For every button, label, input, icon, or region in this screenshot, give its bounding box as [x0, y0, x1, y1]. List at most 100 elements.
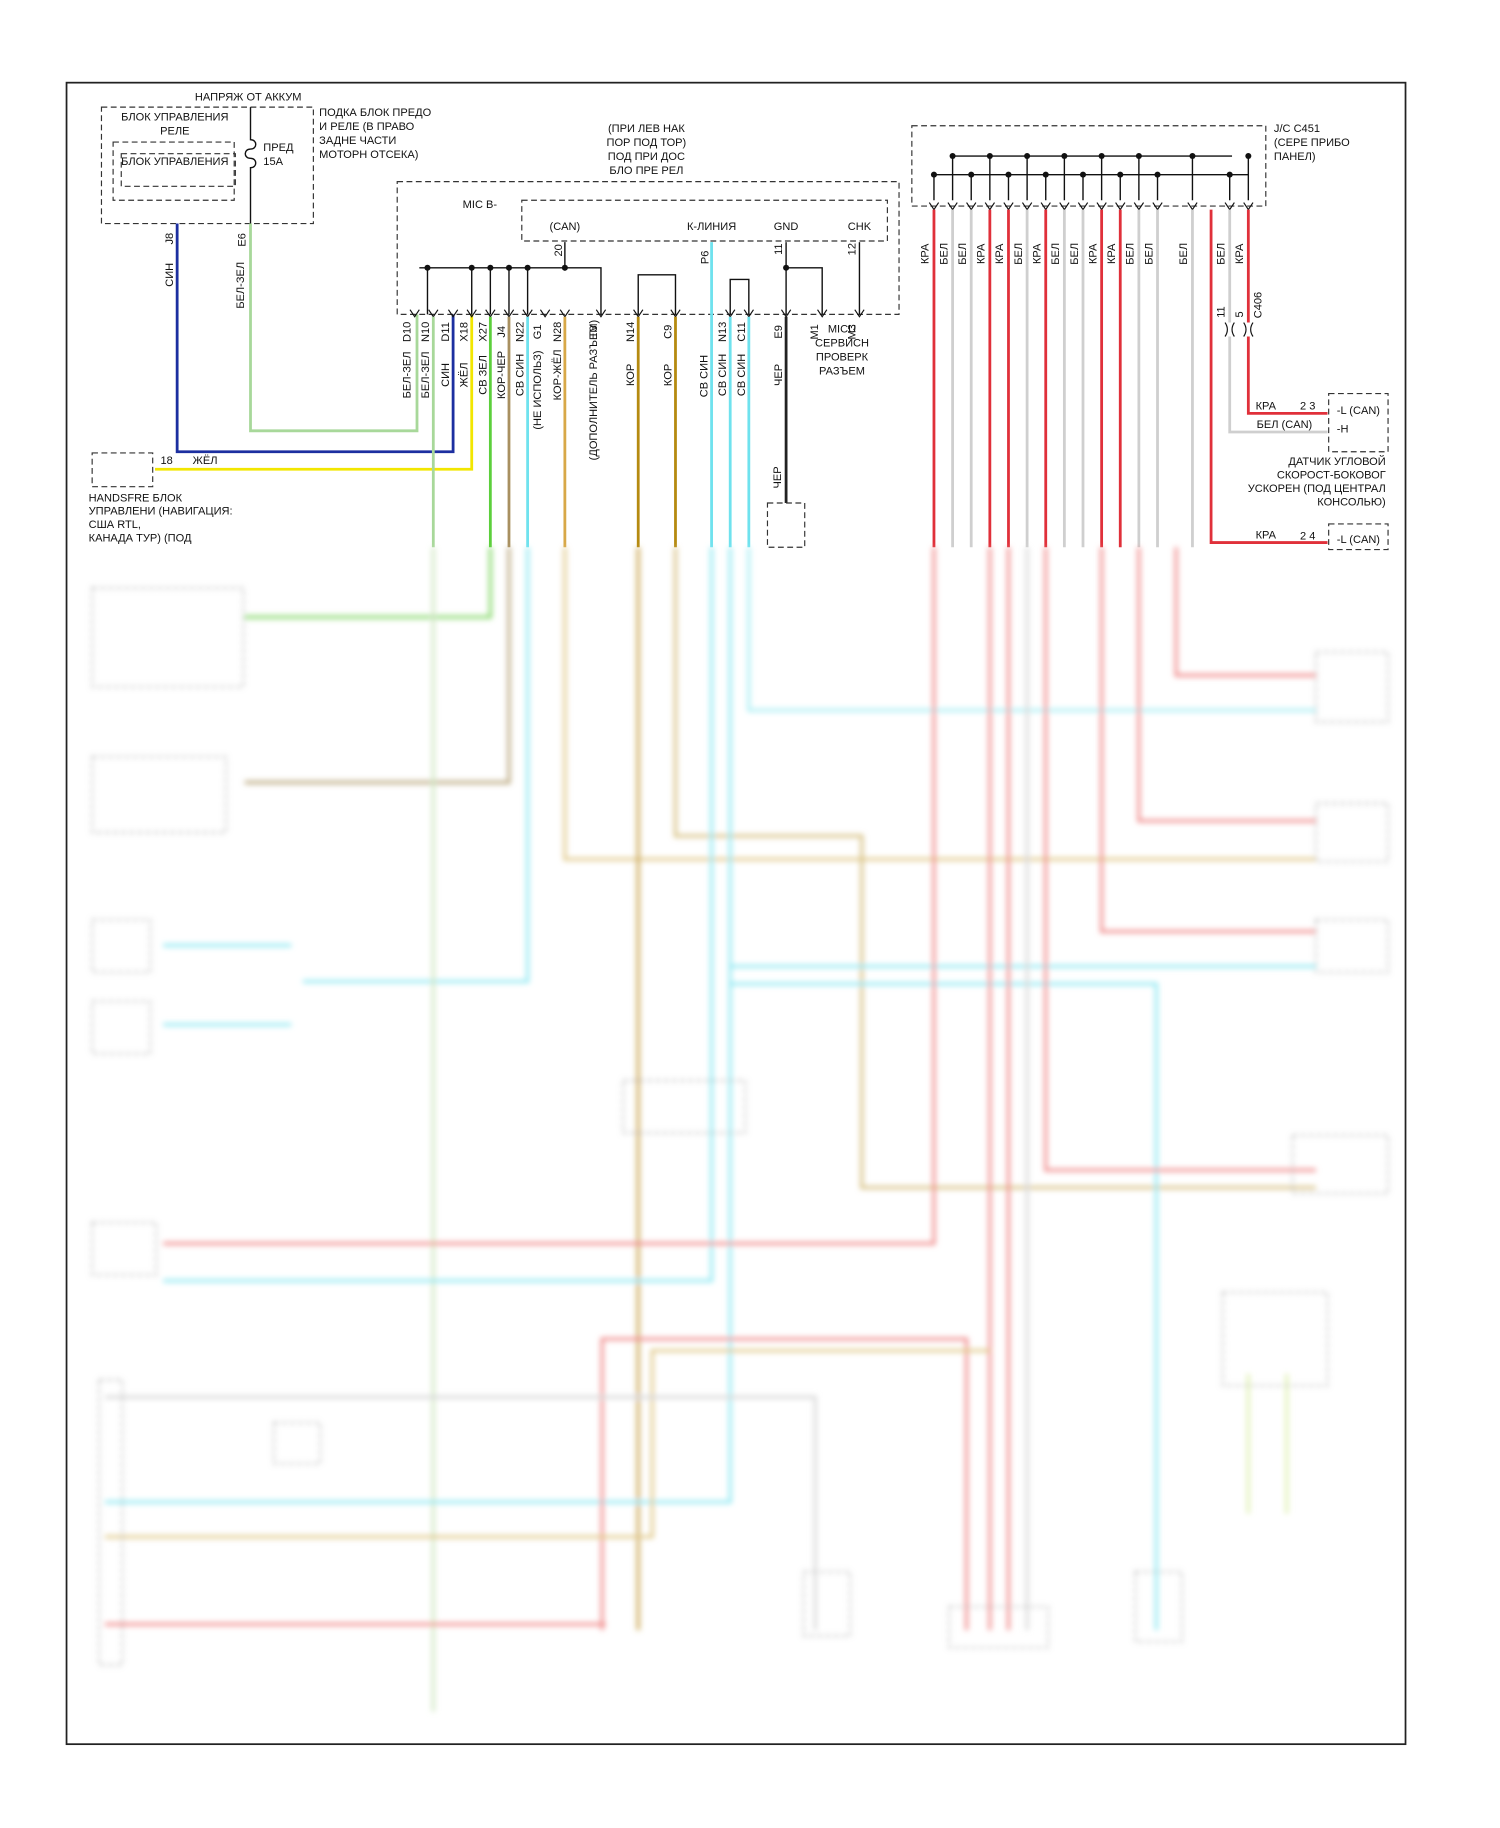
component-box [1315, 651, 1389, 723]
pin-arrow [447, 309, 459, 318]
pin-label: N28 [552, 322, 564, 342]
wire-label: БЕЛ [1178, 243, 1190, 265]
component-box [1291, 1134, 1389, 1195]
label: (ПРИ ЛЕВ НАК [608, 123, 685, 135]
label: НАПРЯЖ ОТ АККУМ [195, 92, 302, 104]
junction [1042, 171, 1049, 178]
wire-label: СВ СИН [515, 354, 527, 396]
pin-arrow [595, 309, 607, 318]
mic-signal-box [521, 199, 888, 242]
component-box [91, 1000, 151, 1055]
wire [104, 1349, 990, 1539]
pin-label: X18 [459, 322, 471, 342]
label: РАЗЪЕМ [819, 365, 865, 377]
wire-label: БЕЛ [1125, 243, 1137, 265]
component-box [1315, 802, 1389, 863]
label: БЛОК УПРАВЛЕНИЯ [121, 156, 228, 168]
component-box [91, 1221, 157, 1276]
sensor-box [1328, 392, 1389, 453]
junction [1098, 152, 1105, 160]
component-box [91, 756, 227, 834]
label: КРА [1256, 530, 1277, 542]
pin-label: E6 [236, 233, 248, 247]
component-box [91, 919, 151, 973]
label: ПОР ПОД ТОР) [607, 137, 687, 149]
pin-label: D11 [440, 322, 452, 341]
pin-label: J4 [496, 326, 508, 338]
junction [949, 152, 956, 160]
label: РЕЛЕ [160, 125, 189, 137]
junction [930, 171, 937, 178]
pin-label: 11 [773, 243, 785, 254]
wire-label: КРА [994, 243, 1006, 264]
wire-label: КОР [662, 364, 674, 386]
wire [673, 547, 1316, 1190]
wire [244, 547, 511, 784]
wire [600, 1337, 969, 1631]
label: БЛО ПРЕ РЕЛ [609, 165, 683, 177]
pin-label: P6 [700, 251, 712, 265]
label: УСКОРЕН (ПОД ЦЕНТРАЛ [1248, 483, 1386, 495]
wire-label: СВ СИН [736, 354, 748, 396]
internal-link [564, 267, 602, 315]
junction [1135, 152, 1142, 160]
component-box [802, 1571, 851, 1637]
component-box [1134, 1571, 1183, 1643]
junction [505, 264, 513, 271]
junction [524, 264, 531, 271]
wire [244, 547, 492, 619]
label: К-ЛИНИЯ [687, 221, 736, 233]
label: БЛОК УПРАВЛЕНИЯ [121, 112, 228, 124]
junction [424, 264, 431, 271]
label: ПОДКА БЛОК ПРЕДО [319, 107, 431, 119]
component-box [273, 1422, 321, 1465]
wire-label: КРА [976, 243, 988, 264]
wire-label: БЕЛ [1013, 243, 1025, 265]
label: GND [774, 221, 799, 233]
pin-arrow [466, 309, 477, 318]
junction [1061, 152, 1068, 160]
label: -L (CAN) [1337, 405, 1380, 417]
wire [1174, 547, 1316, 677]
pin-label: N22 [515, 322, 527, 342]
label: И РЕЛЕ (В ПРАВО [319, 121, 414, 133]
blurred-area [91, 547, 1389, 1712]
pin-label: G1 [532, 324, 544, 339]
label: СКОРОСТ-БОКОВОГ [1277, 470, 1386, 482]
pin-arrow [539, 309, 551, 318]
pin-label: D10 [402, 322, 414, 342]
wire [104, 1395, 817, 1631]
wire-label: КОР [625, 364, 637, 386]
wire-label: БЕЛ [1069, 243, 1081, 265]
pin-label: N13 [717, 322, 729, 342]
wire-label: ЧЕР [772, 466, 784, 488]
component-box [1222, 1291, 1329, 1387]
label: -L (CAN) [1337, 534, 1380, 546]
internal-link [729, 278, 750, 315]
pin-arrow [559, 309, 571, 318]
wire-label: БЕЛ [1215, 243, 1227, 265]
pin-label: N10 [420, 322, 432, 342]
wire-label: БЕЛ [1050, 243, 1062, 265]
handsfree-box [91, 452, 154, 488]
wire [1246, 336, 1328, 415]
wire-label: (ДОПОЛНИТЕЛЬ РАЗЪЕМ) [588, 320, 600, 461]
component-box [91, 587, 245, 688]
label: МОТОРН ОТСЕКА) [319, 149, 418, 161]
frame [65, 81, 1407, 1746]
junction [1226, 171, 1233, 178]
wire [747, 547, 1316, 712]
wire [730, 982, 1158, 1631]
fuse [244, 107, 257, 224]
wire-label: ЖЁЛ [459, 363, 471, 388]
label: 2 4 [1300, 531, 1315, 543]
mic-box [396, 181, 900, 315]
pin-label: N14 [625, 322, 637, 342]
pin-label: M1 [809, 324, 821, 339]
pin-label: C11 [736, 322, 748, 341]
wire-label: КРА [1087, 243, 1099, 264]
label: HANDSFRE БЛОК [89, 492, 183, 504]
